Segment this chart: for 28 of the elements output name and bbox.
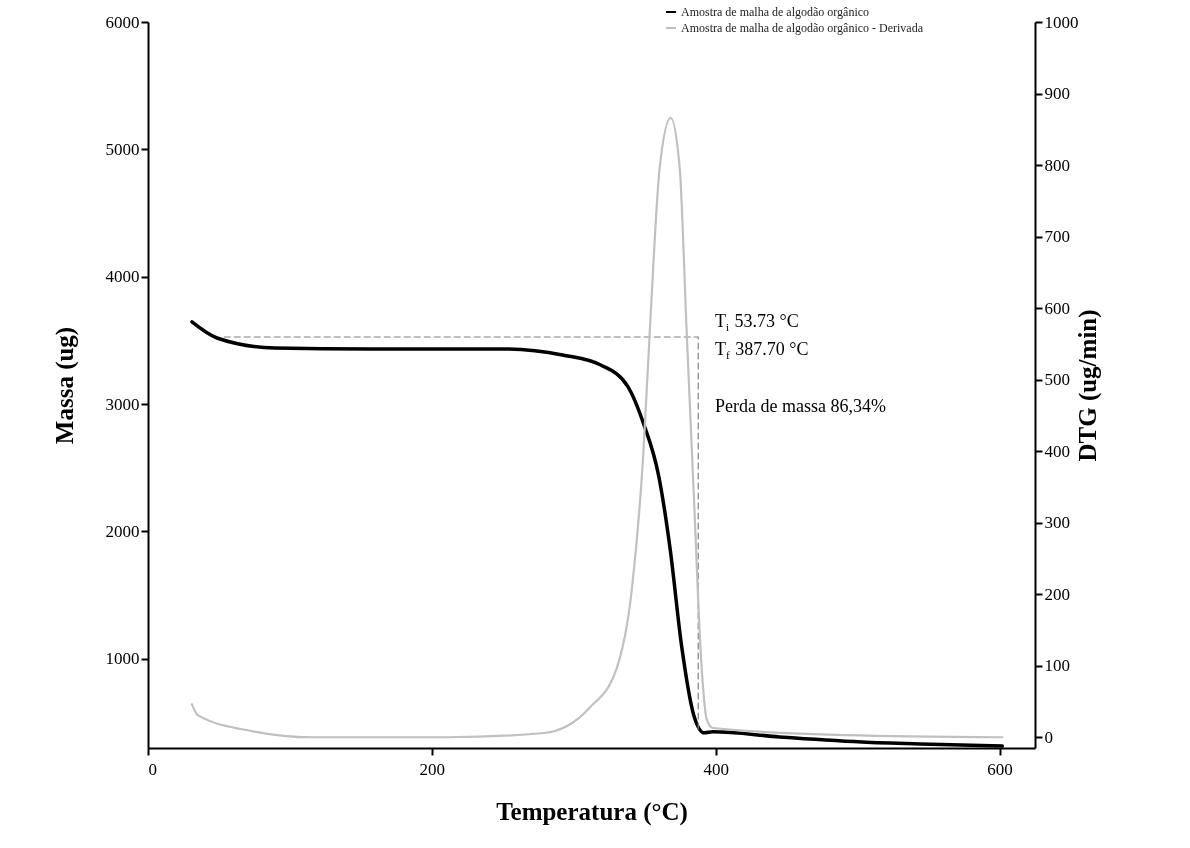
x-tick-label: 200 (419, 759, 446, 779)
y2-tick-label: 1000 (1044, 12, 1079, 32)
y-tick-label: 3000 (105, 394, 140, 414)
y-tick-label: 5000 (105, 139, 140, 159)
y-axis-title: Massa (ug) (50, 326, 79, 445)
y2-tick-label: 600 (1044, 298, 1070, 318)
y2-tick-label: 500 (1044, 370, 1070, 390)
legend-label: Amostra de malha de algodão orgânico - Derivada (681, 21, 924, 35)
x-tick-label: 400 (703, 759, 729, 779)
x-tick-label: 0 (148, 759, 157, 779)
legend-label: Amostra de malha de algodão orgânico (681, 5, 870, 19)
y2-tick-label: 800 (1044, 155, 1070, 175)
y-tick-label: 2000 (105, 521, 140, 541)
x-tick-label: 600 (987, 759, 1013, 779)
y-tick-label: 1000 (105, 649, 140, 669)
y-tick-label: 6000 (105, 12, 140, 32)
x-axis-title: Temperatura (°C) (496, 797, 688, 826)
annotation: Perda de massa 86,34% (715, 396, 886, 416)
y2-tick-label: 700 (1044, 227, 1070, 247)
y2-tick-label: 900 (1044, 84, 1070, 104)
y-tick-label: 4000 (105, 267, 140, 287)
y2-tick-label: 200 (1044, 584, 1070, 604)
y2-tick-label: 100 (1044, 656, 1070, 676)
y2-tick-label: 400 (1044, 441, 1070, 461)
y2-tick-label: 300 (1044, 513, 1070, 533)
y2-axis-title: DTG (ug/min) (1073, 309, 1102, 462)
line-series (190, 116, 1004, 739)
y2-tick-label: 0 (1044, 727, 1053, 747)
